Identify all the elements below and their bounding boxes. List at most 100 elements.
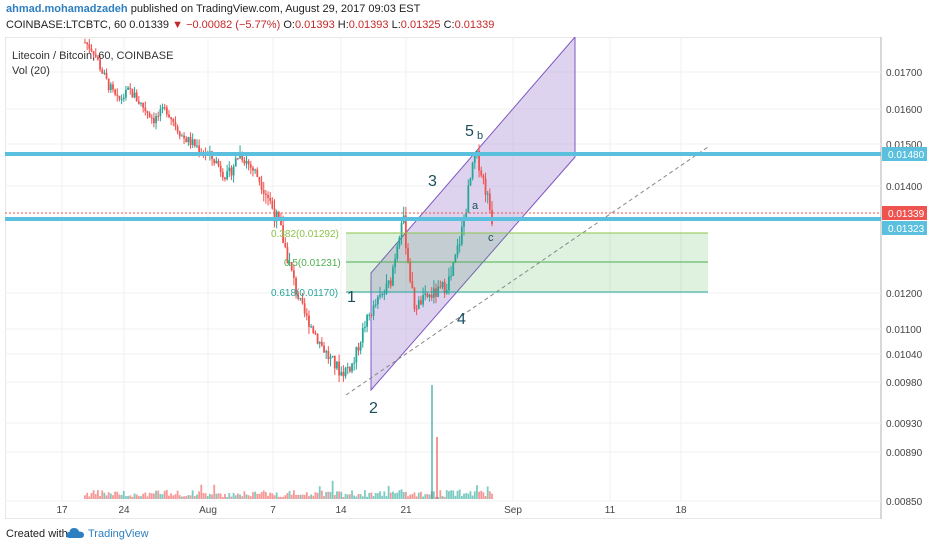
volume-bar (129, 495, 132, 499)
candle-body (288, 262, 291, 264)
volume-bar (458, 489, 461, 499)
candle-body (249, 164, 252, 168)
price-tick-label: 0.00890 (886, 448, 923, 459)
symbol-line: COINBASE:LTCBTC, 60 0.01339 ▼ −0.00082 (… (6, 19, 494, 31)
volume-bar (282, 496, 285, 499)
candle-body (389, 280, 392, 286)
volume-bar (183, 496, 185, 499)
candle-body (342, 371, 345, 377)
candle-body (118, 95, 121, 100)
candle-body (120, 99, 123, 101)
price-change: −0.00082 (−5.77%) (186, 19, 281, 31)
candle-body (424, 293, 427, 296)
candle-body (215, 160, 218, 164)
volume-bar (331, 480, 334, 499)
volume-bar (217, 493, 220, 499)
volume-bar (277, 496, 280, 499)
volume-bar (243, 491, 246, 499)
time-axis-ticks: 17 24 Aug 7 14 21 Sep 11 18 (56, 505, 687, 516)
candle-body (467, 185, 470, 213)
candle-body (150, 117, 153, 119)
candle-body (196, 145, 198, 147)
last-price: 0.01339 (129, 19, 170, 31)
volume-bar (92, 490, 95, 499)
volume-bar (94, 494, 97, 499)
candle-body (170, 117, 173, 120)
volume-indicator-label[interactable]: Vol (20) (12, 65, 50, 77)
candle-body (243, 160, 246, 164)
price-tag-resistance-text: 0.01480 (888, 150, 925, 161)
volume-bar (323, 496, 325, 499)
candle-body (448, 276, 450, 291)
candle-body (99, 59, 101, 70)
volume-bar (480, 490, 483, 499)
candle-body (450, 275, 452, 277)
volume-bar (316, 492, 319, 499)
candle-body (269, 197, 272, 201)
candle-body (379, 294, 381, 297)
volume-bar (131, 496, 134, 499)
candle-body (88, 44, 91, 49)
volume-bar (140, 496, 142, 499)
candle-body (368, 314, 371, 316)
price-chart[interactable]: 0.382(0.01292) 0.5(0.01231) 0.618(0.0117… (5, 37, 927, 519)
candle-body (415, 309, 418, 311)
trend-line[interactable] (345, 146, 709, 396)
price-tag-support-text: 0.01323 (888, 224, 925, 235)
candle-body (409, 261, 412, 282)
volume-bar (387, 485, 390, 499)
price-tick-label: 0.01200 (886, 289, 923, 300)
volume-bar (118, 494, 121, 499)
volume-bar (90, 493, 93, 499)
volume-bar (165, 490, 168, 499)
volume-bar (236, 493, 239, 499)
volume-bar (191, 490, 194, 499)
time-tick-label: 18 (675, 505, 687, 516)
candle-body (155, 116, 157, 124)
candle-body (187, 136, 190, 143)
candle-body (109, 84, 112, 91)
candle-body (264, 193, 267, 195)
volume-bar (249, 496, 252, 499)
candle-body (310, 326, 313, 328)
volume-bar (428, 494, 431, 499)
candle-body (323, 345, 325, 353)
volume-bar (392, 491, 394, 499)
candle-body (94, 54, 97, 57)
candle-body (168, 114, 170, 118)
volume-bar (155, 490, 157, 499)
candle-body (471, 162, 474, 179)
candle-body (262, 190, 265, 194)
volume-bar (327, 491, 330, 499)
author-link[interactable]: ahmad.mohamadzadeh (6, 3, 128, 15)
volume-bar (88, 496, 91, 499)
candle-body (333, 355, 336, 369)
volume-bar (200, 484, 203, 499)
candle-body (178, 131, 181, 137)
candle-body (430, 294, 433, 298)
volume-bar (467, 493, 470, 499)
candle-body (301, 297, 304, 304)
volume-bar (254, 491, 257, 499)
candle-body (131, 88, 134, 98)
volume-bar (127, 495, 129, 499)
candle-body (452, 262, 455, 276)
volume-bar (150, 493, 153, 499)
volume-bar (351, 490, 353, 499)
price-tick-label: 0.00980 (886, 378, 923, 389)
candle-body (140, 102, 142, 104)
candle-body (420, 300, 422, 305)
candle-body (357, 347, 360, 351)
candle-body (372, 305, 375, 316)
volume-bar (221, 496, 224, 499)
volume-bar (454, 495, 457, 499)
volume-bar (133, 493, 136, 499)
fib-label-618: 0.618(0.01170) (271, 288, 338, 299)
volume-bar (422, 496, 424, 499)
volume-bar (196, 494, 198, 499)
price-tag-resistance (882, 147, 927, 161)
tradingview-brand-link[interactable]: TradingView (88, 528, 149, 540)
volume-bar (318, 486, 321, 499)
volume-bar (308, 496, 310, 499)
volume-bar (153, 493, 155, 499)
